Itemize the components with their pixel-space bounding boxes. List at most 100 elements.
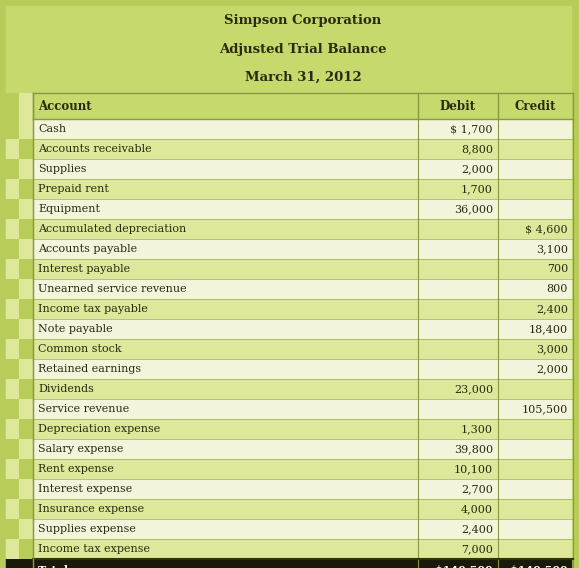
Text: $140,500: $140,500 (510, 565, 568, 568)
Bar (19, 219, 33, 239)
Bar (5, 199, 19, 219)
Bar (19, 539, 33, 559)
Bar (19, 559, 33, 568)
Text: Unearned service revenue: Unearned service revenue (38, 284, 186, 294)
Text: 4,000: 4,000 (461, 504, 493, 514)
Text: 2,700: 2,700 (461, 484, 493, 494)
Bar (19, 319, 33, 339)
Bar (5, 319, 573, 339)
Text: 3,000: 3,000 (536, 344, 568, 354)
Bar (5, 339, 19, 359)
Bar (19, 359, 33, 379)
Text: 7,000: 7,000 (461, 544, 493, 554)
Bar (5, 519, 19, 539)
Text: March 31, 2012: March 31, 2012 (244, 70, 361, 83)
Bar (5, 279, 19, 299)
Bar (5, 439, 19, 459)
Bar (19, 479, 33, 499)
Text: Retained earnings: Retained earnings (38, 364, 141, 374)
Bar (5, 439, 573, 459)
Text: Income tax payable: Income tax payable (38, 304, 148, 314)
Bar (19, 259, 33, 279)
Text: 36,000: 36,000 (454, 204, 493, 214)
Text: Depreciation expense: Depreciation expense (38, 424, 160, 434)
Bar (19, 379, 33, 399)
Bar (5, 219, 573, 239)
Bar (5, 279, 573, 299)
Bar (19, 419, 33, 439)
Bar (5, 499, 19, 519)
Bar (5, 179, 19, 199)
Text: $140,500: $140,500 (435, 565, 493, 568)
Bar (5, 5, 19, 93)
Text: 8,800: 8,800 (461, 144, 493, 154)
Bar (19, 5, 33, 93)
Text: Prepaid rent: Prepaid rent (38, 184, 109, 194)
Text: Note payable: Note payable (38, 324, 113, 334)
Text: 2,000: 2,000 (536, 364, 568, 374)
Bar (5, 259, 573, 279)
Text: Credit: Credit (515, 99, 556, 112)
Text: 18,400: 18,400 (529, 324, 568, 334)
Bar (19, 119, 33, 139)
Bar (19, 459, 33, 479)
Bar (5, 219, 19, 239)
Bar (5, 399, 19, 419)
Text: 39,800: 39,800 (454, 444, 493, 454)
Text: 2,400: 2,400 (461, 524, 493, 534)
Text: 800: 800 (547, 284, 568, 294)
Bar (19, 339, 33, 359)
Text: Income tax expense: Income tax expense (38, 544, 150, 554)
Text: 3,100: 3,100 (536, 244, 568, 254)
Bar (5, 139, 573, 159)
Bar (5, 299, 573, 319)
Text: 1,300: 1,300 (461, 424, 493, 434)
Bar (5, 359, 19, 379)
Text: 1,700: 1,700 (461, 184, 493, 194)
Bar (5, 519, 573, 539)
Bar (5, 159, 19, 179)
Text: $ 1,700: $ 1,700 (450, 124, 493, 134)
Text: 2,400: 2,400 (536, 304, 568, 314)
Bar (5, 119, 573, 139)
Bar (5, 119, 19, 139)
Bar (5, 319, 19, 339)
Bar (5, 199, 573, 219)
Bar (5, 539, 19, 559)
Bar (5, 359, 573, 379)
Text: Dividends: Dividends (38, 384, 94, 394)
Text: 105,500: 105,500 (522, 404, 568, 414)
Text: Interest payable: Interest payable (38, 264, 130, 274)
Text: Cash: Cash (38, 124, 66, 134)
Bar (19, 439, 33, 459)
Bar (5, 179, 573, 199)
Text: Debit: Debit (440, 99, 476, 112)
Bar (5, 419, 19, 439)
Bar (5, 139, 19, 159)
Bar (5, 459, 19, 479)
Text: Equipment: Equipment (38, 204, 100, 214)
Bar (19, 179, 33, 199)
Text: Insurance expense: Insurance expense (38, 504, 144, 514)
Text: Accumulated depreciation: Accumulated depreciation (38, 224, 186, 234)
Text: Supplies: Supplies (38, 164, 86, 174)
Text: 2,000: 2,000 (461, 164, 493, 174)
Bar (5, 479, 573, 499)
Text: Adjusted Trial Balance: Adjusted Trial Balance (219, 43, 387, 56)
Bar (5, 93, 19, 119)
Bar (5, 239, 573, 259)
Text: Total: Total (38, 565, 69, 568)
Text: 23,000: 23,000 (454, 384, 493, 394)
Bar (5, 239, 19, 259)
Bar (5, 539, 573, 559)
Text: 700: 700 (547, 264, 568, 274)
Bar (5, 5, 573, 93)
Bar (19, 93, 33, 119)
Bar (5, 299, 19, 319)
Bar (5, 379, 19, 399)
Text: 10,100: 10,100 (454, 464, 493, 474)
Bar (5, 339, 573, 359)
Text: Common stock: Common stock (38, 344, 122, 354)
Bar (19, 279, 33, 299)
Bar (5, 419, 573, 439)
